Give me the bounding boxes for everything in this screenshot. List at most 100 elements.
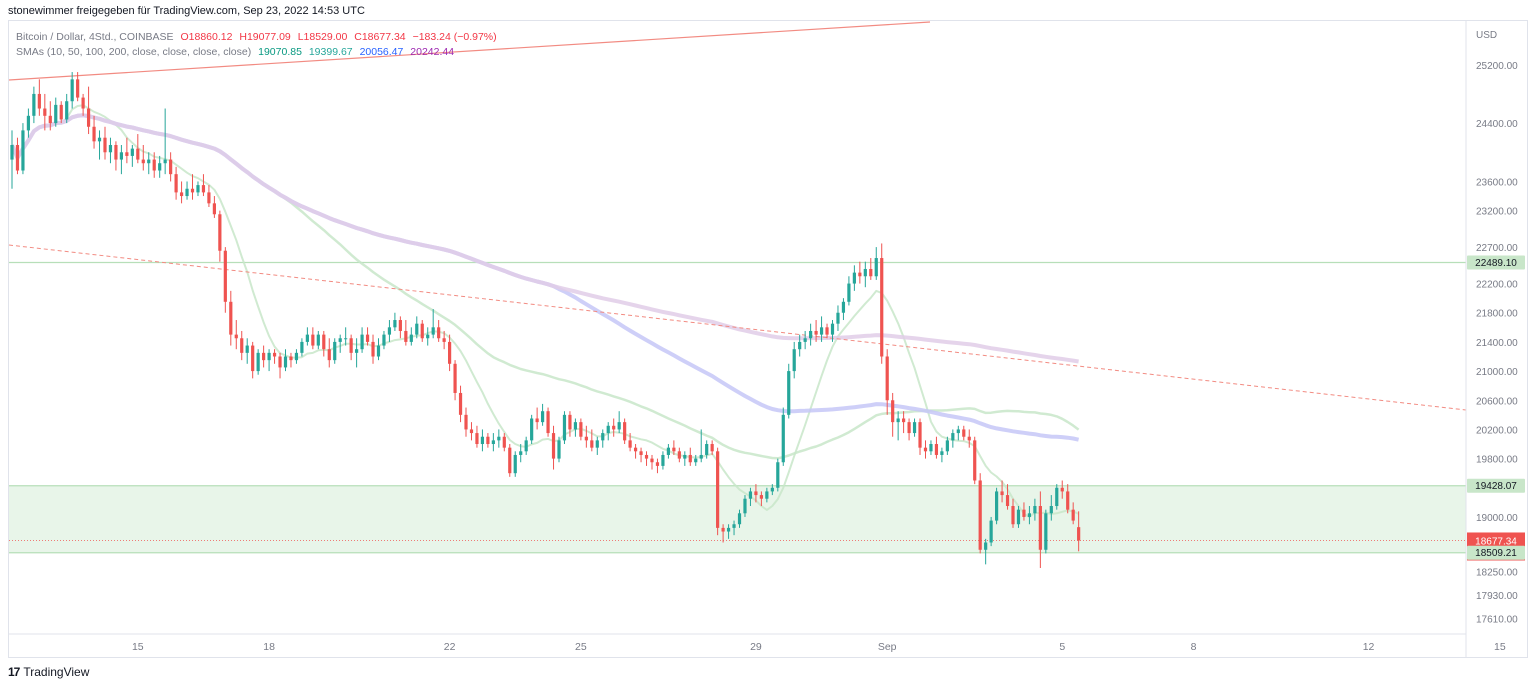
x-tick-label: 15 [1494, 641, 1506, 653]
candle-body [240, 338, 244, 353]
open-value: O18860.12 [180, 31, 233, 43]
candle-body [666, 447, 670, 455]
sma50-value: 19399.67 [308, 46, 353, 58]
y-tick-label: 22700.00 [1476, 243, 1518, 254]
x-tick-label: 5 [1059, 641, 1065, 653]
candle-body [10, 144, 14, 160]
candle-body [1049, 506, 1053, 514]
candle-body [923, 447, 928, 452]
candle-body [606, 425, 610, 434]
candle-body [978, 480, 982, 550]
candle-body [1016, 509, 1021, 525]
candle-body [787, 371, 791, 415]
candle-body [141, 159, 145, 164]
candle-body [300, 341, 304, 353]
candle-body [114, 144, 118, 160]
candle-body [365, 334, 370, 342]
candle-body [694, 458, 698, 463]
tradingview-logo-icon[interactable]: 17 [8, 665, 20, 679]
candle-body [453, 363, 457, 393]
sma-layer [10, 104, 1080, 518]
low-value: L18529.00 [297, 31, 348, 43]
candle-body [934, 444, 939, 455]
y-tick-label: 20600.00 [1476, 396, 1518, 407]
candle-body [70, 79, 74, 102]
x-tick-label: Sep [878, 641, 897, 653]
candle-body [809, 330, 813, 339]
y-tick-label: 24400.00 [1476, 119, 1518, 130]
candle-body [956, 429, 960, 434]
level-tag-18509-bg [1467, 545, 1525, 560]
candle-body [858, 272, 862, 277]
candle-body [819, 327, 824, 335]
candle-body [677, 451, 681, 459]
candle-body [874, 258, 878, 277]
candle-body [448, 341, 452, 364]
sma200-line [10, 113, 1079, 364]
candle-body [393, 320, 397, 328]
candle-body [573, 422, 578, 430]
candle-body [371, 341, 375, 357]
candle-body [272, 352, 277, 357]
candle-body [475, 433, 479, 445]
candle-body [491, 440, 495, 445]
candle-body [355, 349, 359, 353]
candle-body [650, 458, 654, 463]
candle-body [179, 192, 184, 197]
candle-body [623, 422, 627, 441]
candle-body [119, 152, 123, 160]
brand-label[interactable]: TradingView [23, 665, 90, 679]
candle-body [852, 272, 856, 284]
candle-body [486, 436, 490, 445]
candle-body [601, 433, 605, 441]
candle-body [705, 444, 709, 455]
sma10-line [11, 104, 1079, 518]
candle-body [163, 159, 167, 164]
candle-body [1055, 487, 1059, 507]
candle-body [869, 268, 873, 277]
candle-body [1044, 513, 1048, 550]
candle-body [229, 301, 233, 335]
change-value: −183.24 (−0.97%) [412, 31, 497, 43]
candle-body [792, 349, 796, 372]
candle-body [984, 542, 988, 550]
candle-body [43, 108, 47, 116]
candle-body [841, 301, 846, 313]
candle-body [251, 345, 255, 372]
candle-body [557, 440, 561, 459]
candle-body [125, 152, 129, 156]
candle-body [1022, 509, 1026, 517]
candle-body [737, 513, 742, 525]
candle-body [1077, 527, 1081, 541]
candle-body [15, 144, 20, 171]
y-tick-label: 25200.00 [1476, 61, 1518, 72]
sma-label[interactable]: SMAs (10, 50, 100, 200, close, close, cl… [16, 46, 252, 58]
candle-body [136, 148, 140, 160]
candle-body [513, 454, 517, 474]
candle-body [245, 345, 249, 353]
candle-body [699, 454, 703, 459]
high-value: H19077.09 [239, 31, 291, 43]
candle-body [918, 422, 922, 448]
candle-body [404, 330, 408, 342]
candle-body [1060, 487, 1064, 492]
candle-body [628, 440, 632, 448]
candle-body [803, 338, 807, 342]
candle-body [672, 447, 676, 452]
candle-body [590, 440, 594, 448]
support-zone [9, 485, 1466, 553]
candle-body [76, 79, 80, 98]
candle-body [1027, 513, 1032, 517]
candle-body [814, 330, 818, 335]
candle-body [327, 349, 331, 361]
current-price-tag: 18677.34 [1475, 536, 1517, 547]
candle-body [502, 436, 506, 448]
candle-body [415, 323, 419, 335]
candle-body [579, 422, 583, 437]
candle-body [338, 338, 342, 342]
candle-body [316, 334, 320, 346]
candle-body [617, 422, 621, 430]
candle-body [907, 422, 911, 434]
symbol-label[interactable]: Bitcoin / Dollar, 4Std., COINBASE [16, 31, 174, 43]
